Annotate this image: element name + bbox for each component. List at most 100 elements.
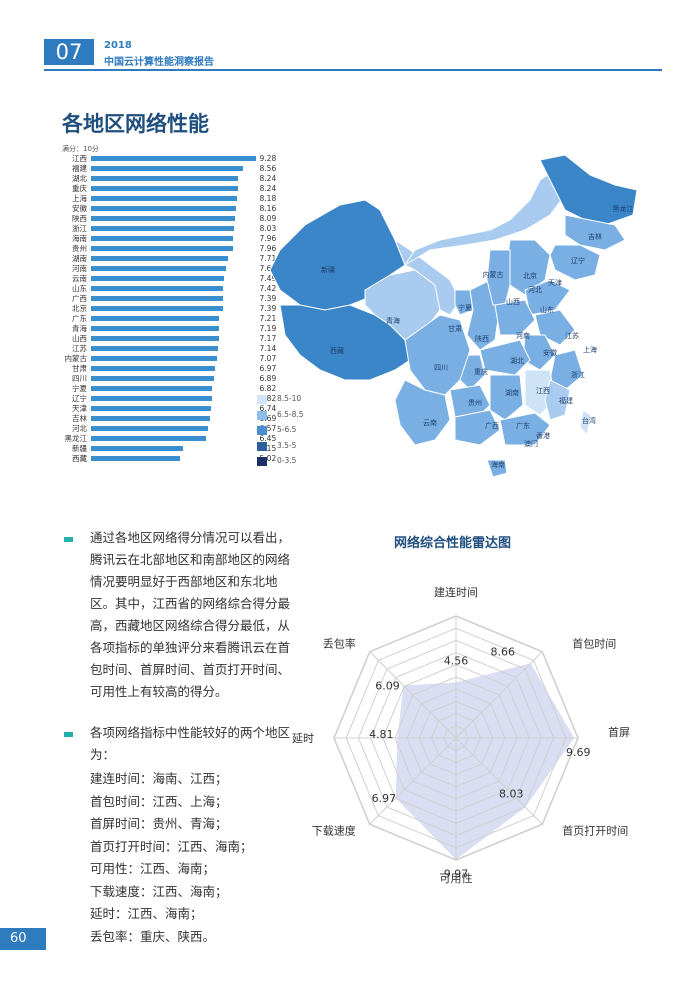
bar-value-label: 8.16 bbox=[259, 204, 277, 214]
legend-swatch bbox=[257, 457, 267, 467]
bar-row: 辽宁 6.82 bbox=[55, 394, 276, 404]
map-region-label: 北京 bbox=[523, 271, 537, 280]
legend-swatch bbox=[257, 395, 267, 404]
bar bbox=[91, 196, 237, 202]
radar-title: 网络综合性能雷达图 bbox=[394, 536, 512, 551]
bar-value-label: 6.57 bbox=[259, 424, 277, 434]
bar-value-label: 7.96 bbox=[259, 244, 277, 254]
bar-label: 江苏 bbox=[72, 344, 87, 354]
bar-row: 江苏 7.14 bbox=[55, 344, 276, 354]
section-title: 各地区网络性能 bbox=[62, 112, 209, 136]
bar bbox=[91, 166, 244, 172]
map-region-liaoning bbox=[549, 244, 601, 281]
bar-label: 青海 bbox=[72, 324, 87, 334]
bullet-2 bbox=[64, 732, 73, 737]
bar-row: 山西 7.17 bbox=[55, 334, 276, 344]
bar bbox=[91, 176, 238, 182]
bar-row: 黑龙江 6.45 bbox=[55, 434, 277, 444]
bar-label: 北京 bbox=[72, 304, 87, 314]
map-region-label: 内蒙古 bbox=[483, 270, 504, 279]
bar-label: 重庆 bbox=[72, 184, 87, 194]
map-region-henan bbox=[494, 299, 536, 336]
bar-label: 江西 bbox=[72, 154, 87, 163]
map-region-label: 海南 bbox=[491, 460, 505, 469]
bar-label: 贵州 bbox=[72, 244, 87, 254]
bar bbox=[91, 256, 229, 262]
bar-value-label: 8.56 bbox=[259, 164, 277, 174]
bar-label: 海南 bbox=[72, 234, 87, 244]
bar-label: 新疆 bbox=[72, 444, 87, 454]
legend-label: 0-3.5 bbox=[277, 456, 297, 466]
bar-value-label: 7.42 bbox=[259, 284, 277, 294]
legend-label: 6.5-8.5 bbox=[277, 409, 304, 419]
map-region-label: 福建 bbox=[559, 396, 573, 405]
bar-value-label: 7.39 bbox=[259, 294, 277, 304]
bar-row: 江西 9.28 bbox=[55, 154, 276, 164]
bar-label: 甘肃 bbox=[72, 364, 87, 374]
header-title: 中国云计算性能洞察报告 bbox=[104, 57, 214, 68]
radar-value-label: 4.56 bbox=[444, 654, 469, 667]
map-region-label: 黑龙江 bbox=[613, 204, 634, 213]
map-region-label: 贵州 bbox=[468, 398, 482, 407]
radar-value-label: 4.81 bbox=[369, 728, 394, 741]
bar bbox=[91, 356, 217, 362]
bar-value-label: 7.71 bbox=[259, 254, 277, 264]
bar bbox=[91, 186, 238, 192]
bar bbox=[91, 376, 214, 382]
bar bbox=[91, 436, 206, 442]
bar-label: 福建 bbox=[72, 164, 87, 174]
bar-row: 广东 7.21 bbox=[55, 314, 276, 324]
bar bbox=[91, 426, 208, 432]
bar-value-label: 7.17 bbox=[259, 334, 277, 344]
bar-value-label: 8.18 bbox=[259, 194, 277, 204]
bar bbox=[91, 346, 219, 352]
radar-axis bbox=[369, 737, 457, 825]
bar bbox=[91, 236, 233, 242]
bar-value-label: 6.74 bbox=[259, 404, 277, 414]
map-region-hainan bbox=[486, 459, 508, 478]
legend-label: 8.5-10 bbox=[277, 394, 302, 403]
radar-axis bbox=[455, 737, 543, 825]
bar-row: 海南 7.96 bbox=[55, 234, 276, 244]
header-rule bbox=[44, 69, 662, 71]
map-region-label: 西藏 bbox=[330, 346, 344, 355]
bar-row: 新疆 5.15 bbox=[55, 444, 276, 454]
legend-swatch bbox=[257, 410, 267, 420]
bar-row: 西藏 5.02 bbox=[55, 454, 276, 464]
indicator-line: 延时：江西、海南； bbox=[90, 906, 203, 921]
map-region-sichuan bbox=[404, 314, 471, 396]
map-region-label: 山东 bbox=[540, 305, 554, 314]
bar-value-label: 7.49 bbox=[259, 274, 277, 284]
radar-value-label: 8.66 bbox=[490, 645, 515, 658]
map-region-label: 青海 bbox=[386, 316, 400, 325]
bar-label: 湖北 bbox=[72, 174, 87, 184]
map-region-hunan bbox=[489, 374, 524, 421]
scale-note: 满分：10分 bbox=[62, 145, 99, 153]
bar bbox=[91, 276, 225, 282]
bar-value-label: 7.21 bbox=[259, 314, 277, 324]
bullet-1 bbox=[64, 537, 73, 542]
bar-row: 河北 6.57 bbox=[55, 424, 276, 434]
radar-category-label: 建连时间 bbox=[434, 585, 478, 599]
map-region-label: 宁夏 bbox=[458, 303, 472, 312]
header-year: 2018 bbox=[104, 40, 132, 51]
map-region-label: 澳门 bbox=[524, 439, 538, 448]
radar-category-label: 延时 bbox=[292, 732, 314, 745]
bar bbox=[91, 336, 219, 342]
bar bbox=[91, 296, 223, 302]
bar-label: 山东 bbox=[72, 284, 87, 294]
bar-value-label: 6.45 bbox=[259, 434, 277, 444]
radar-axis bbox=[455, 651, 543, 739]
bar bbox=[91, 416, 211, 422]
bar bbox=[91, 456, 181, 462]
indicator-line: 首包时间：江西、上海； bbox=[90, 793, 228, 809]
bar-row: 湖北 8.24 bbox=[55, 174, 276, 184]
bar-label: 天津 bbox=[72, 404, 87, 414]
bar bbox=[91, 326, 219, 332]
radar-category-label: 首屏时间 bbox=[608, 725, 630, 739]
bar-row: 青海 7.19 bbox=[55, 324, 276, 334]
indicator-line: 丢包率：重庆、陕西。 bbox=[90, 928, 216, 944]
bar-row: 宁夏 6.82 bbox=[55, 384, 276, 394]
map-region-label: 河南 bbox=[516, 331, 530, 340]
